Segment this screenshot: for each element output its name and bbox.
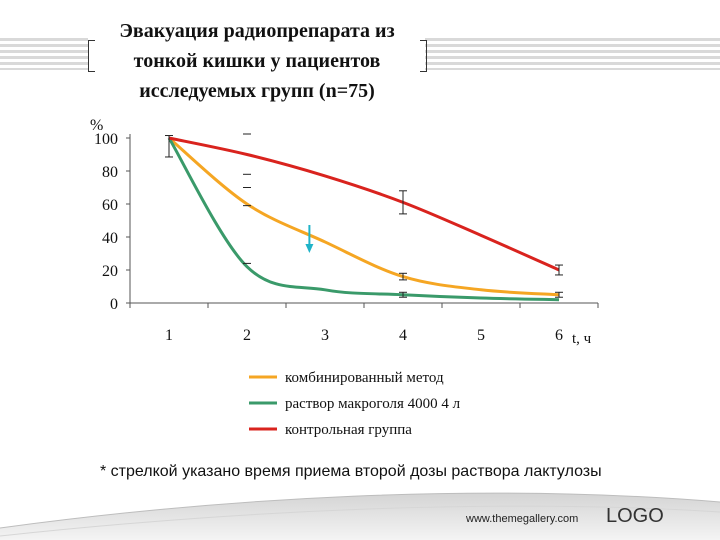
footer-decor [0, 492, 720, 540]
title-bracket-right [420, 40, 427, 72]
footnote: * стрелкой указано время приема второй д… [100, 463, 602, 480]
x-axis-label: t, ч [572, 331, 592, 347]
footer-logo: LOGO [606, 505, 664, 527]
header-stripes [0, 38, 720, 70]
y-axis-label: % [90, 117, 103, 134]
legend-label-3: контрольная группа [285, 422, 412, 438]
x-tick-label: 1 [165, 327, 173, 344]
title-line-1: Эвакуация радиопрепарата из [119, 20, 395, 42]
x-tick-label: 5 [477, 327, 485, 344]
y-tick-label: 40 [102, 230, 118, 247]
footer-band [0, 488, 720, 540]
chart-series [167, 136, 560, 302]
x-tick-label: 2 [243, 327, 251, 344]
x-tick-label: 3 [321, 327, 329, 344]
chart-legend: комбинированный метод раствор макроголя 4… [249, 370, 461, 438]
chart-axes [126, 134, 599, 308]
y-tick-label: 20 [102, 263, 118, 280]
slide-title: Эвакуация радиопрепарата из тонкой кишки… [82, 16, 432, 106]
y-tick-label: 80 [102, 164, 118, 181]
x-tick-label: 6 [555, 327, 563, 344]
title-bracket-left [88, 40, 95, 72]
footer-url[interactable]: www.themegallery.com [466, 513, 579, 525]
series-line-1 [168, 136, 560, 297]
header-stripes-right [425, 38, 720, 70]
title-line-3: исследуемых групп (n=75) [139, 80, 375, 102]
title-line-2: тонкой кишки у пациентов [133, 50, 381, 72]
series-line-3 [168, 136, 560, 272]
y-tick-label: 0 [110, 296, 118, 313]
y-tick-label: 100 [94, 131, 118, 148]
header-stripes-left [0, 38, 88, 70]
y-tick-label: 60 [102, 197, 118, 214]
line-chart: 0 20 40 60 80 100% 1 2 3 4 5 6 t, ч комбинированный … [90, 117, 599, 438]
legend-label-2: раствор макроголя 4000 4 л [285, 396, 461, 412]
chart-annotations [305, 225, 314, 253]
annotation-arrow-head [305, 244, 314, 253]
chart-tick-labels: 0 20 40 60 80 100% 1 2 3 4 5 6 t, ч [90, 117, 592, 347]
x-tick-label: 4 [399, 327, 407, 344]
legend-label-1: комбинированный метод [285, 370, 444, 386]
chart-error-bars [165, 133, 563, 298]
series-line-2 [167, 137, 560, 302]
